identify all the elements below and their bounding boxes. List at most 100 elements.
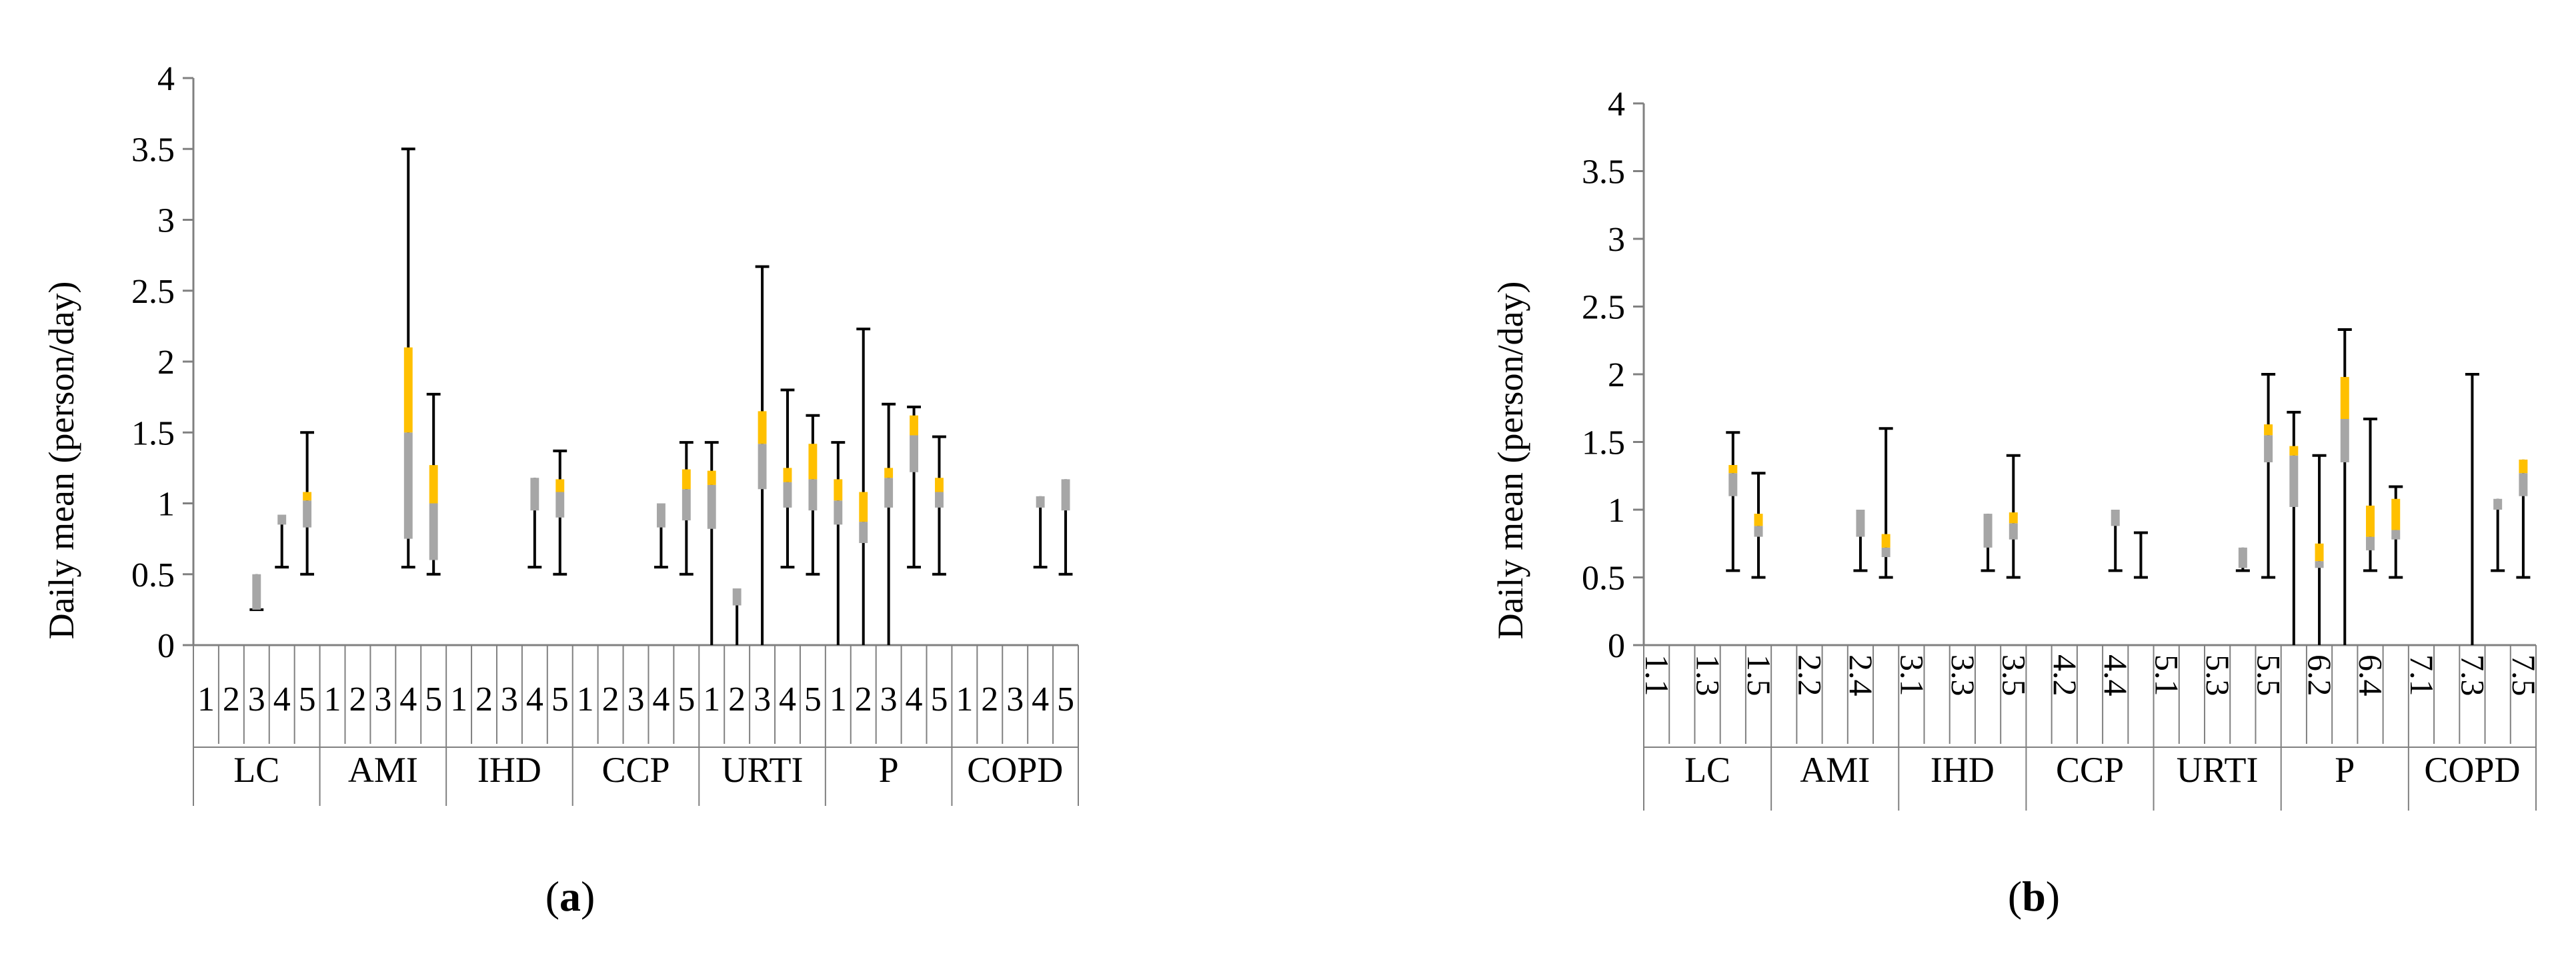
box-upper — [859, 492, 868, 522]
x-tick-label: 1 — [830, 680, 847, 719]
box-upper — [2519, 459, 2528, 474]
box-upper — [707, 470, 716, 485]
x-tick-label: 7.3 — [2454, 654, 2491, 696]
x-tick-label: 2 — [981, 680, 998, 719]
box-upper — [1728, 465, 1738, 474]
box-upper — [555, 479, 565, 492]
box-lower — [884, 478, 894, 508]
box-lower — [834, 500, 843, 525]
box-lower — [2340, 418, 2349, 462]
x-tick-label: 2.4 — [1842, 654, 1880, 696]
x-tick-label: 7.1 — [2403, 654, 2441, 696]
box-lower — [252, 574, 261, 610]
x-tick-label: 6.2 — [2301, 654, 2339, 696]
x-tick-label: 2 — [349, 680, 366, 719]
x-tick-label: 2 — [475, 680, 493, 719]
x-tick-label: 3.5 — [1995, 654, 2033, 696]
x-tick-label: 4 — [526, 680, 543, 719]
box-lower — [403, 432, 413, 539]
y-tick-label: 3.5 — [131, 131, 175, 169]
x-tick-label: 5.3 — [2199, 654, 2237, 696]
box-upper — [935, 478, 944, 492]
box-upper — [2264, 424, 2273, 436]
x-tick-label: 2 — [602, 680, 619, 719]
box-lower — [2009, 523, 2018, 540]
y-tick-label: 0 — [157, 627, 175, 665]
box-lower — [429, 503, 438, 560]
y-tick-label: 0.5 — [131, 556, 175, 594]
box-lower — [2493, 498, 2503, 510]
box-lower — [2238, 547, 2247, 568]
box-lower — [758, 444, 767, 490]
box-lower — [1856, 510, 1865, 537]
y-tick-label: 1.5 — [131, 414, 175, 452]
panel-label: (a) — [545, 873, 595, 920]
group-label: CCP — [601, 750, 670, 790]
x-tick-label: 5 — [299, 680, 316, 719]
group-label: IHD — [477, 750, 541, 790]
box-lower — [2519, 473, 2528, 496]
box-upper — [429, 465, 438, 504]
y-tick-label: 2.5 — [1582, 289, 1625, 327]
box-upper — [403, 347, 413, 433]
x-tick-label: 4.2 — [2047, 654, 2084, 696]
group-label: URTI — [2177, 750, 2259, 790]
x-tick-label: 1 — [450, 680, 467, 719]
box-lower — [2289, 455, 2299, 507]
box-lower — [1728, 473, 1738, 496]
box-lower — [1881, 547, 1890, 558]
box-lower — [303, 500, 312, 528]
x-tick-label: 4 — [652, 680, 670, 719]
box-lower — [707, 484, 716, 529]
group-label: AMI — [348, 750, 418, 790]
y-tick-label: 2 — [1608, 356, 1625, 394]
box-lower — [2264, 435, 2273, 462]
y-tick-label: 1 — [157, 486, 175, 524]
group-label: CCP — [2056, 750, 2124, 790]
x-tick-label: 5 — [930, 680, 948, 719]
x-tick-label: 2 — [855, 680, 872, 719]
y-tick-label: 0.5 — [1582, 560, 1625, 598]
box-upper — [682, 469, 691, 490]
x-tick-label: 3 — [501, 680, 518, 719]
x-tick-label: 3.3 — [1945, 654, 1982, 696]
x-tick-label: 5.5 — [2251, 654, 2288, 696]
box-upper — [2289, 446, 2299, 456]
group-label: P — [2335, 750, 2355, 790]
x-tick-label: 2 — [223, 680, 240, 719]
group-label: COPD — [967, 750, 1063, 790]
x-tick-label: 4.4 — [2097, 654, 2135, 696]
box-lower — [2366, 536, 2375, 550]
x-tick-label: 5 — [1057, 680, 1074, 719]
group-label: AMI — [1800, 750, 1870, 790]
box-lower — [910, 435, 919, 472]
group-label: URTI — [722, 750, 804, 790]
box-upper — [2366, 505, 2375, 537]
group-label: P — [879, 750, 899, 790]
x-tick-label: 4 — [1032, 680, 1049, 719]
x-tick-label: 1.1 — [1638, 654, 1676, 696]
y-tick-label: 1.5 — [1582, 424, 1625, 462]
y-tick-label: 3 — [1608, 221, 1625, 259]
box-upper — [1754, 514, 1763, 526]
box-lower — [2315, 561, 2324, 568]
x-tick-label: 2 — [728, 680, 746, 719]
box-upper — [783, 468, 792, 482]
x-tick-label: 3 — [248, 680, 265, 719]
box-upper — [758, 411, 767, 444]
box-lower — [1754, 526, 1763, 537]
box-lower — [808, 479, 818, 511]
x-tick-label: 1 — [197, 680, 215, 719]
x-tick-label: 3 — [374, 680, 391, 719]
x-tick-label: 3 — [627, 680, 645, 719]
x-tick-label: 3.1 — [1893, 654, 1930, 696]
x-tick-label: 1 — [956, 680, 973, 719]
box-upper — [2009, 512, 2018, 524]
box-upper — [2315, 543, 2324, 562]
x-tick-label: 1 — [703, 680, 720, 719]
x-tick-label: 2.2 — [1791, 654, 1828, 696]
x-tick-label: 3 — [880, 680, 898, 719]
panel-label: (b) — [2008, 873, 2060, 920]
box-upper — [884, 468, 894, 478]
y-tick-label: 4 — [1608, 85, 1625, 123]
